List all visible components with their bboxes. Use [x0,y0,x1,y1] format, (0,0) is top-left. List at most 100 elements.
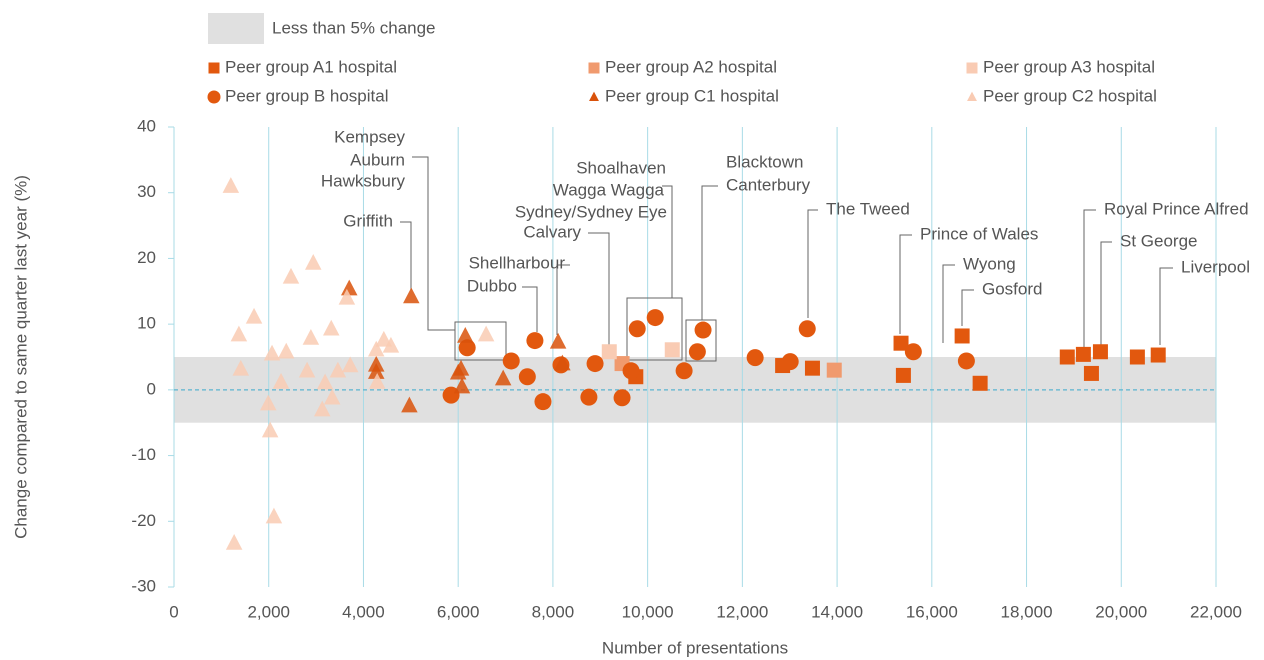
legend-band-swatch [208,13,264,44]
point [694,321,712,339]
point [804,360,820,376]
point [601,344,617,360]
legend-marker [967,91,977,102]
x-tick-label: 0 [169,602,178,621]
point [367,363,385,379]
y-tick-label: -10 [131,445,156,464]
x-tick-label: 18,000 [1001,602,1053,621]
point [746,349,764,367]
group-box [685,319,717,362]
group-box [454,321,507,361]
annotation: Shellharbour [469,253,566,272]
point [245,307,263,324]
point [549,332,567,349]
point [893,335,909,351]
legend-marker [589,91,599,102]
point [298,361,316,378]
point [534,393,552,411]
legend-marker [208,62,220,74]
leader-line [412,156,455,331]
point [329,361,347,378]
legend-label: Peer group A2 hospital [605,57,777,76]
legend-marker [207,90,221,104]
x-tick-label: 22,000 [1190,602,1242,621]
point [338,288,356,305]
annotation: Blacktown [726,152,803,171]
annotation: Griffith [343,211,393,230]
point [282,267,300,284]
annotation: Wyong [963,254,1016,273]
leader-line [807,209,818,318]
leader-line [1100,241,1112,345]
point [688,343,706,361]
point [368,372,386,389]
annotation: Hawksbury [321,171,406,190]
annotation: Prince of Wales [920,224,1038,243]
point [313,400,331,417]
legend-marker [588,62,600,74]
point [232,359,250,376]
annotation: Shoalhaven [576,158,666,177]
point [904,343,922,361]
legend-label: Peer group A3 hospital [983,57,1155,76]
point [664,342,680,358]
legend-label: Less than 5% change [272,18,436,37]
point [675,362,693,380]
y-tick-label: 0 [147,379,156,398]
point [340,279,358,296]
leader-line [942,264,955,343]
point [526,332,544,350]
y-tick-label: 10 [137,314,156,333]
legend-marker [966,62,978,74]
point [382,336,400,353]
y-tick-label: -30 [131,576,156,595]
point [222,177,240,193]
point [449,363,467,380]
point [613,389,631,407]
point [265,507,283,524]
point [1083,365,1099,381]
point [1059,349,1075,365]
point [954,328,970,344]
x-tick-label: 4,000 [342,602,385,621]
point [798,320,816,338]
annotation: Gosford [982,279,1042,298]
point [401,396,418,413]
point [518,368,536,386]
point [322,319,340,336]
annotation: St George [1120,231,1198,250]
point [263,344,281,361]
point [972,375,988,391]
point [1129,349,1145,365]
point [1150,347,1166,363]
annotation: Royal Prince Alfred [1104,199,1249,218]
legend-label: Peer group C1 hospital [605,86,779,105]
point [272,372,290,389]
leader-line [662,185,673,298]
point [580,388,598,406]
annotation: Dubbo [467,276,517,295]
point [957,352,975,370]
x-tick-label: 14,000 [811,602,863,621]
x-tick-label: 20,000 [1095,602,1147,621]
x-tick-label: 2,000 [247,602,290,621]
point [628,320,646,338]
legend-label: Peer group C2 hospital [983,86,1157,105]
legend-label: Peer group B hospital [225,86,389,105]
point [261,421,279,438]
leader-line [961,289,974,326]
leader-line [556,264,570,335]
y-axis-label: Change compared to same quarter last yea… [11,175,30,539]
point [457,326,474,343]
point [781,353,799,371]
leader-line [588,232,610,345]
annotation: Sydney/Sydney Eye [515,202,667,221]
leader-line [1159,267,1173,345]
legend-label: Peer group A1 hospital [225,57,397,76]
point [1075,346,1091,362]
leader-line [701,185,718,320]
point [260,394,277,411]
x-axis-label: Number of presentations [602,638,788,657]
x-tick-label: 6,000 [437,602,480,621]
